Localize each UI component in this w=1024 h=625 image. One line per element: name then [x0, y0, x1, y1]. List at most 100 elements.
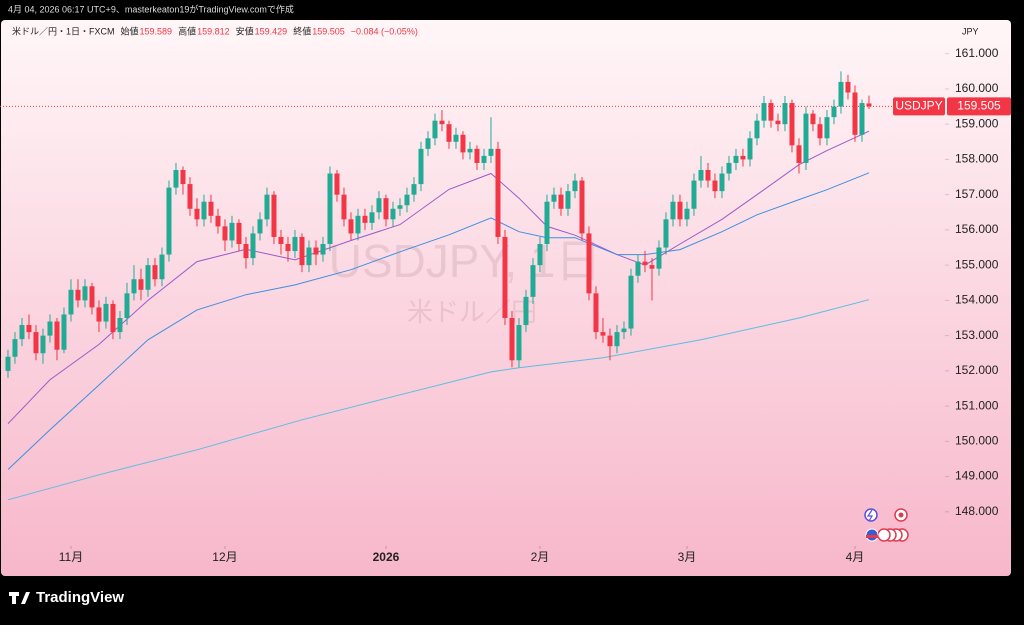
icon — [866, 509, 874, 522]
candle-body — [467, 148, 473, 153]
candle-body — [642, 261, 648, 266]
candle-body — [264, 194, 270, 220]
legend-item: 159.812 — [197, 26, 230, 36]
candle-body — [831, 106, 837, 118]
candle-body — [341, 194, 347, 220]
candle-body — [138, 279, 144, 290]
candle-body — [306, 247, 312, 266]
candle-body — [768, 103, 774, 121]
candle-body — [453, 134, 459, 142]
candle-body — [614, 332, 620, 347]
candle-body — [250, 233, 256, 259]
candle-body — [796, 145, 802, 163]
candle-body — [117, 318, 123, 333]
candle-body — [187, 184, 193, 209]
candle-body — [530, 265, 536, 297]
watermark-sub: 米ドル／円 — [407, 297, 537, 327]
candle-body — [145, 265, 151, 290]
candle-body — [600, 332, 606, 336]
y-tick-label: 160.000 — [955, 81, 999, 95]
candle-body — [75, 289, 81, 301]
candle-body — [446, 124, 452, 142]
candle-body — [383, 198, 389, 220]
candle-body — [19, 325, 25, 340]
candle-body — [194, 208, 200, 220]
x-tick-label: 4月 — [846, 550, 865, 564]
candle-body — [656, 247, 662, 269]
candle-body — [397, 205, 403, 209]
candle-body — [33, 332, 39, 354]
candle-body — [747, 138, 753, 160]
candle-body — [663, 219, 669, 248]
x-tick-label: 11月 — [59, 550, 83, 564]
candle-body — [845, 81, 851, 93]
candle-body — [40, 335, 46, 354]
candle-body — [852, 92, 858, 135]
candle-body — [551, 194, 557, 202]
x-tick-label: 12月 — [212, 550, 237, 564]
logo — [9, 592, 30, 604]
candle-body — [817, 124, 823, 139]
candle-body — [215, 215, 221, 227]
candle-body — [516, 325, 522, 361]
candle-body — [82, 286, 88, 301]
candle-body — [719, 173, 725, 192]
candle-body — [754, 120, 760, 139]
legend: 米ドル／円・1日・FXCM 始値 159.589 高値 159.812 安値 159.42… — [12, 25, 418, 36]
candle-body — [173, 170, 179, 188]
candle-body — [579, 180, 585, 234]
candle-body — [152, 265, 158, 280]
brand: TradingView — [9, 589, 124, 606]
icon[interactable] — [864, 508, 878, 522]
x-tick-label: 3月 — [678, 550, 697, 564]
candle-body — [810, 113, 816, 125]
candle-body — [488, 148, 494, 156]
y-tick-label: 154.000 — [955, 293, 999, 307]
candle-body — [621, 328, 627, 333]
candle-body — [124, 293, 130, 318]
candle-body — [733, 155, 739, 163]
caption: 4月 04, 2026 06:17 UTC+9、masterkeaton19がT… — [8, 3, 294, 14]
candle-body — [866, 103, 872, 107]
candle-body — [278, 236, 284, 244]
candle-body — [558, 194, 564, 209]
candle-body — [670, 201, 676, 220]
legend-item: 安値 — [236, 25, 254, 36]
legend-item: 高値 — [178, 25, 196, 36]
candle-body — [607, 335, 613, 347]
candle-body — [572, 180, 578, 192]
legend-item: 159.429 — [255, 26, 288, 36]
y-tick-label: 157.000 — [955, 187, 999, 201]
candle-body — [691, 180, 697, 209]
y-tick-label: 148.000 — [955, 504, 999, 518]
candle-body — [376, 198, 382, 213]
candle-body — [803, 113, 809, 163]
moving-average — [7, 130, 870, 425]
candle-body — [726, 162, 732, 174]
candle-body — [712, 180, 718, 192]
y-tick-label: 150.000 — [955, 434, 999, 448]
candle-body — [509, 318, 515, 361]
candle-body — [348, 219, 354, 234]
candle-body — [418, 148, 424, 185]
icon — [877, 528, 891, 542]
y-tick-label: 159.000 — [955, 116, 999, 130]
candle-body — [68, 289, 74, 315]
candle-body — [320, 244, 326, 255]
y-tick-label: 156.000 — [955, 222, 999, 236]
x-tick-label: 2月 — [531, 550, 550, 564]
candle-body — [54, 321, 60, 350]
legend-item: −0.084 (−0.05%) — [351, 26, 418, 36]
legend-item: 終値 — [293, 25, 311, 36]
price-tag — [947, 97, 1011, 116]
candle-body — [565, 191, 571, 209]
candle-body — [166, 187, 172, 255]
candle-body — [649, 265, 655, 269]
candle-body — [586, 233, 592, 294]
candle-body — [761, 103, 767, 121]
candle-body — [425, 138, 431, 149]
candle-body — [201, 201, 207, 220]
candle-body — [271, 194, 277, 237]
